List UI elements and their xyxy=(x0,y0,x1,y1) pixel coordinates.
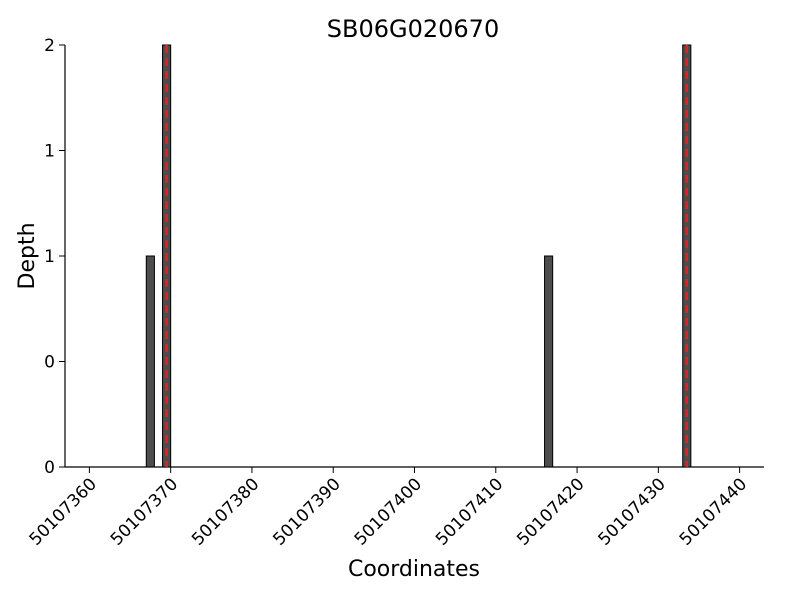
x-tick-label: 50107410 xyxy=(432,474,507,549)
y-tick-label: 0 xyxy=(44,458,55,478)
y-tick-label: 2 xyxy=(44,36,55,56)
chart-title: SB06G020670 xyxy=(327,15,499,43)
x-tick-label: 50107390 xyxy=(269,474,344,549)
x-tick-label: 50107430 xyxy=(595,474,670,549)
y-tick-label: 0 xyxy=(44,353,55,373)
x-tick-label: 50107400 xyxy=(351,474,426,549)
bar xyxy=(544,255,554,468)
x-tick-label: 50107380 xyxy=(188,474,263,549)
bar xyxy=(145,255,155,468)
x-tick-label: 50107360 xyxy=(26,474,101,549)
x-tick-label: 50107440 xyxy=(676,474,751,549)
y-axis-label: Depth xyxy=(15,222,40,289)
x-tick-label: 50107420 xyxy=(513,474,588,549)
x-axis-label: Coordinates xyxy=(348,557,480,582)
y-tick-label: 1 xyxy=(44,142,55,162)
x-tick-label: 50107370 xyxy=(107,474,182,549)
y-tick-label: 1 xyxy=(44,247,55,267)
